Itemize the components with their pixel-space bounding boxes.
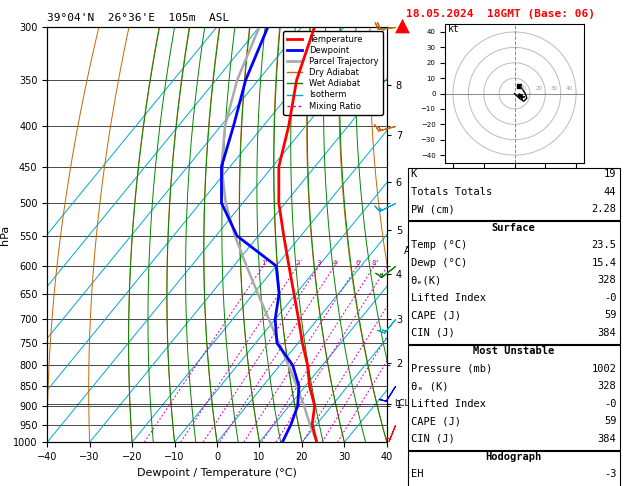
Text: Most Unstable: Most Unstable: [473, 346, 554, 356]
Text: CIN (J): CIN (J): [411, 328, 455, 338]
Text: LCL: LCL: [394, 399, 409, 408]
Y-axis label: km
ASL: km ASL: [404, 235, 422, 256]
Text: Surface: Surface: [492, 223, 535, 233]
Text: 2.28: 2.28: [591, 204, 616, 214]
Text: 19: 19: [604, 169, 616, 179]
Text: Pressure (mb): Pressure (mb): [411, 364, 492, 374]
Text: 30: 30: [550, 87, 558, 91]
Text: 40: 40: [566, 87, 573, 91]
Text: -0: -0: [604, 399, 616, 409]
Text: θₑ(K): θₑ(K): [411, 275, 442, 285]
Text: 3: 3: [316, 260, 321, 266]
Text: Lifted Index: Lifted Index: [411, 293, 486, 303]
X-axis label: Dewpoint / Temperature (°C): Dewpoint / Temperature (°C): [137, 468, 297, 478]
Text: 328: 328: [598, 381, 616, 391]
Text: -0: -0: [604, 293, 616, 303]
Text: 39°04'N  26°36'E  105m  ASL: 39°04'N 26°36'E 105m ASL: [47, 13, 230, 23]
Text: 23.5: 23.5: [591, 240, 616, 250]
Text: Temp (°C): Temp (°C): [411, 240, 467, 250]
Text: PW (cm): PW (cm): [411, 204, 455, 214]
Text: 384: 384: [598, 434, 616, 444]
Text: 1002: 1002: [591, 364, 616, 374]
Text: 6: 6: [355, 260, 360, 266]
Text: 59: 59: [604, 416, 616, 426]
Text: 384: 384: [598, 328, 616, 338]
Y-axis label: hPa: hPa: [0, 225, 10, 244]
Text: K: K: [411, 169, 417, 179]
Text: CIN (J): CIN (J): [411, 434, 455, 444]
Text: 8: 8: [372, 260, 376, 266]
Text: θₑ (K): θₑ (K): [411, 381, 448, 391]
Text: Totals Totals: Totals Totals: [411, 187, 492, 197]
Text: CAPE (J): CAPE (J): [411, 310, 460, 320]
Text: 44: 44: [604, 187, 616, 197]
Text: 20: 20: [535, 87, 542, 91]
Text: -3: -3: [604, 469, 616, 480]
Text: 18.05.2024  18GMT (Base: 06): 18.05.2024 18GMT (Base: 06): [406, 9, 594, 19]
Text: Lifted Index: Lifted Index: [411, 399, 486, 409]
Text: 10: 10: [520, 87, 527, 91]
Text: 1: 1: [261, 260, 265, 266]
Text: 2: 2: [296, 260, 300, 266]
Text: 4: 4: [332, 260, 337, 266]
Text: 328: 328: [598, 275, 616, 285]
Text: EH: EH: [411, 469, 423, 480]
Text: 15.4: 15.4: [591, 258, 616, 268]
Text: kt: kt: [448, 24, 460, 34]
Legend: Temperature, Dewpoint, Parcel Trajectory, Dry Adiabat, Wet Adiabat, Isotherm, Mi: Temperature, Dewpoint, Parcel Trajectory…: [283, 31, 382, 115]
Text: Hodograph: Hodograph: [486, 452, 542, 462]
Text: ▲: ▲: [395, 16, 410, 35]
Text: CAPE (J): CAPE (J): [411, 416, 460, 426]
Text: Dewp (°C): Dewp (°C): [411, 258, 467, 268]
Text: 59: 59: [604, 310, 616, 320]
